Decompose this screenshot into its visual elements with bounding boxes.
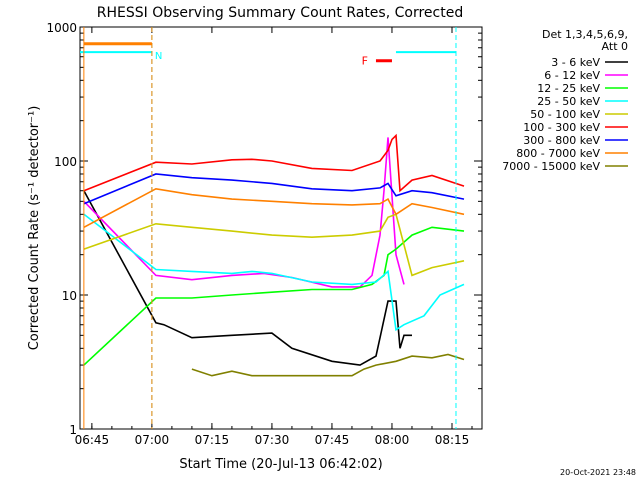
series-line-7 bbox=[83, 187, 465, 229]
legend-label-0: 3 - 6 keV bbox=[551, 56, 600, 69]
y-tick-label-1: 10 bbox=[62, 289, 77, 303]
series-line-6 bbox=[83, 173, 465, 205]
series-line-8 bbox=[191, 353, 465, 377]
y-tick-label-2: 100 bbox=[54, 155, 77, 169]
footer-timestamp: 20-Oct-2021 23:48 bbox=[560, 468, 636, 477]
series-layer bbox=[83, 133, 465, 377]
legend-label-7: 800 - 7000 keV bbox=[516, 147, 600, 160]
series-line-2 bbox=[83, 226, 465, 366]
legend-label-6: 300 - 800 keV bbox=[523, 134, 600, 147]
x-tick-label-0: 06:45 bbox=[75, 433, 110, 447]
legend-header-line2: Att 0 bbox=[602, 40, 628, 53]
legend-label-2: 12 - 25 keV bbox=[537, 82, 600, 95]
x-axis-label: Start Time (20-Jul-13 06:42:02) bbox=[179, 457, 382, 472]
series-line-5 bbox=[83, 133, 465, 193]
annotation-layer: FN bbox=[80, 27, 457, 429]
series-line-4 bbox=[83, 213, 465, 277]
chart-title: RHESSI Observing Summary Count Rates, Co… bbox=[97, 5, 463, 21]
night-label: N bbox=[155, 51, 162, 62]
series-line-0 bbox=[83, 190, 412, 366]
legend-label-4: 50 - 100 keV bbox=[530, 108, 600, 121]
x-tick-label-6: 08:15 bbox=[435, 433, 470, 447]
legend-label-5: 100 - 300 keV bbox=[523, 121, 600, 134]
x-tick-group: 06:45 07:00 07:15 07:30 07:45 08:00 08:15 bbox=[75, 27, 473, 447]
x-tick-label-1: 07:00 bbox=[135, 433, 170, 447]
series-line-3 bbox=[83, 213, 465, 332]
y-tick-label-3: 1000 bbox=[46, 21, 77, 35]
y-tick-group: 1 10 100 1000 bbox=[46, 21, 482, 437]
legend-label-1: 6 - 12 keV bbox=[544, 69, 600, 82]
flare-label: F bbox=[362, 55, 368, 68]
x-tick-label-4: 07:45 bbox=[315, 433, 350, 447]
x-tick-label-2: 07:15 bbox=[195, 433, 230, 447]
x-tick-label-3: 07:30 bbox=[255, 433, 290, 447]
y-axis-label: Corrected Count Rate (s⁻¹ detector⁻¹) bbox=[27, 106, 42, 351]
legend-label-3: 25 - 50 keV bbox=[537, 95, 600, 108]
series-line-1 bbox=[83, 137, 405, 288]
y-tick-label-0: 1 bbox=[69, 423, 77, 437]
plot-frame bbox=[79, 26, 483, 430]
legend-label-8: 7000 - 15000 keV bbox=[502, 160, 600, 173]
legend-header-line1: Det 1,3,4,5,6,9, bbox=[542, 28, 628, 41]
x-tick-label-5: 08:00 bbox=[375, 433, 410, 447]
